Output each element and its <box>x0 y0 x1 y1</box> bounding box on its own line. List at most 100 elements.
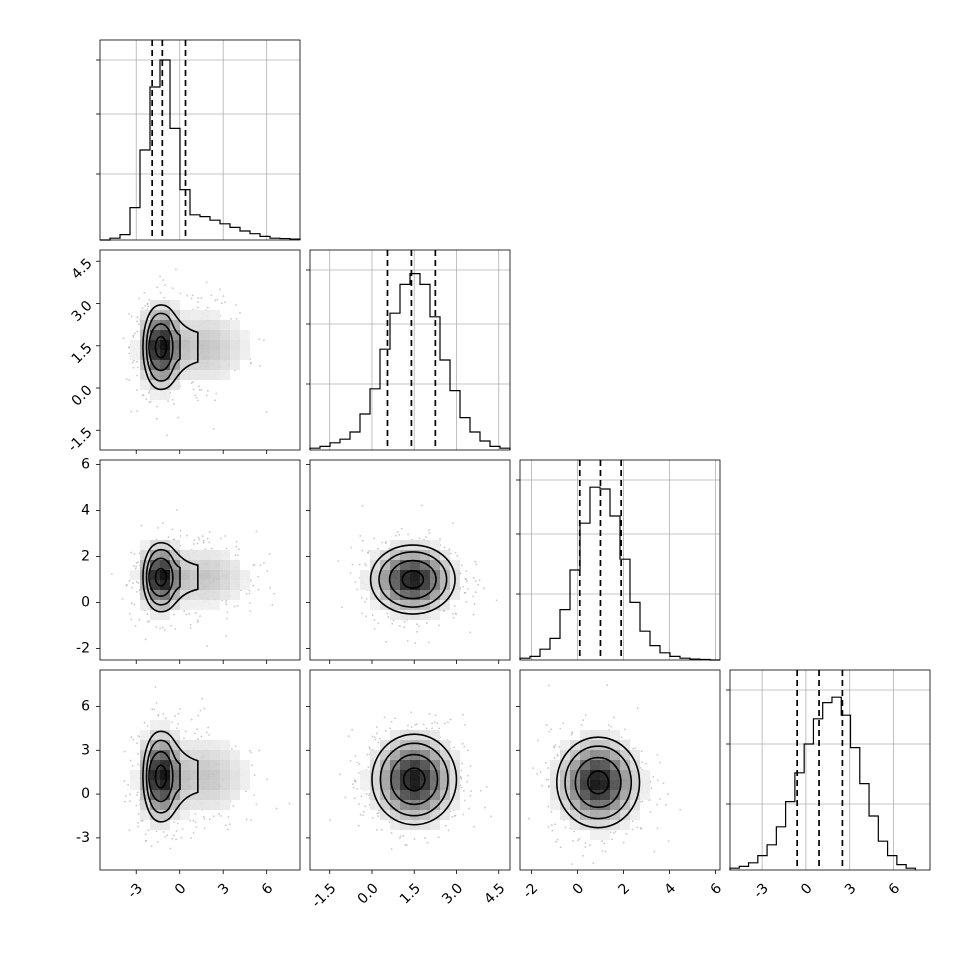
density-cell <box>230 790 240 800</box>
data-point <box>639 766 642 769</box>
data-point <box>197 714 200 717</box>
data-point <box>353 780 356 783</box>
density-cell <box>150 740 160 750</box>
data-point <box>176 822 179 825</box>
density-cell <box>160 800 170 810</box>
data-point <box>532 767 535 770</box>
density-cell <box>590 800 600 810</box>
density-cell <box>180 760 190 770</box>
data-point <box>196 399 199 402</box>
data-point <box>388 547 391 550</box>
data-point <box>541 784 543 787</box>
data-point <box>128 346 130 349</box>
density-cell <box>630 790 640 800</box>
data-point <box>571 863 573 866</box>
density-cell <box>600 810 610 820</box>
density-cell <box>200 590 210 600</box>
data-point <box>203 818 206 820</box>
data-point <box>203 815 205 818</box>
density-cell <box>170 380 180 390</box>
density-cell <box>200 550 210 560</box>
data-point <box>364 562 366 565</box>
data-point <box>459 572 462 575</box>
density-cell <box>410 760 420 770</box>
data-point <box>444 722 446 725</box>
data-point <box>263 339 265 342</box>
data-point <box>354 581 357 583</box>
data-point <box>403 621 406 623</box>
data-point <box>148 298 151 301</box>
data-point <box>371 614 374 617</box>
density-cell <box>380 570 390 580</box>
data-point <box>545 761 547 764</box>
data-point <box>136 791 139 794</box>
data-point <box>252 584 255 587</box>
data-point <box>177 416 180 419</box>
density-cell <box>230 350 240 360</box>
data-point <box>201 535 204 538</box>
density-cell <box>370 760 380 770</box>
data-point <box>448 548 451 551</box>
density-cell <box>380 750 390 760</box>
density-cell <box>200 570 210 580</box>
data-point <box>389 727 392 730</box>
density-cell <box>140 740 150 750</box>
x-tick-label: 0 <box>798 880 816 898</box>
data-point <box>453 605 456 607</box>
data-point <box>349 572 352 574</box>
data-point <box>601 850 604 852</box>
density-cell <box>150 760 160 770</box>
density-cell <box>200 360 210 370</box>
density-cell <box>170 320 180 330</box>
density-cell <box>240 330 250 340</box>
density-cell <box>580 730 590 740</box>
density-cell <box>210 580 220 590</box>
data-point <box>125 584 128 587</box>
data-point <box>479 789 482 792</box>
density-cell <box>210 750 220 760</box>
density-cell <box>600 800 610 810</box>
data-point <box>194 732 196 735</box>
data-point <box>361 596 363 599</box>
density-cell <box>170 600 180 610</box>
density-cell <box>640 770 650 780</box>
density-cell <box>370 600 380 610</box>
density-cell <box>620 760 630 770</box>
density-cell <box>140 770 150 780</box>
density-cell <box>620 820 630 830</box>
density-cell <box>440 810 450 820</box>
data-point <box>443 546 446 549</box>
contour-line <box>401 570 425 589</box>
y-tick-label: 2 <box>81 549 90 565</box>
data-point <box>352 783 354 786</box>
density-cell <box>160 770 170 780</box>
density-cell <box>140 370 150 380</box>
data-point <box>134 567 137 570</box>
data-point <box>177 722 180 725</box>
y-tick-label: -1.5 <box>65 425 96 456</box>
density-cell <box>220 570 230 580</box>
density-cell <box>580 770 590 780</box>
data-point <box>365 793 368 795</box>
data-point <box>462 790 465 792</box>
data-point <box>428 712 431 715</box>
data-point <box>398 837 401 840</box>
density-cell <box>150 610 160 620</box>
density-cell <box>430 610 440 620</box>
data-point <box>201 697 204 700</box>
data-point <box>653 850 656 853</box>
panel-frame <box>99 249 301 451</box>
data-point <box>207 390 209 392</box>
data-point <box>183 737 185 740</box>
density-cell <box>450 750 460 760</box>
data-point <box>186 534 188 537</box>
y-tick-label: -3 <box>76 830 90 846</box>
density-cell <box>430 800 440 810</box>
data-point <box>121 597 124 600</box>
data-point <box>620 736 623 739</box>
data-point <box>365 597 368 600</box>
density-cell <box>380 790 390 800</box>
density-cell <box>240 340 250 350</box>
data-point <box>438 727 441 730</box>
density-cell <box>640 780 650 790</box>
